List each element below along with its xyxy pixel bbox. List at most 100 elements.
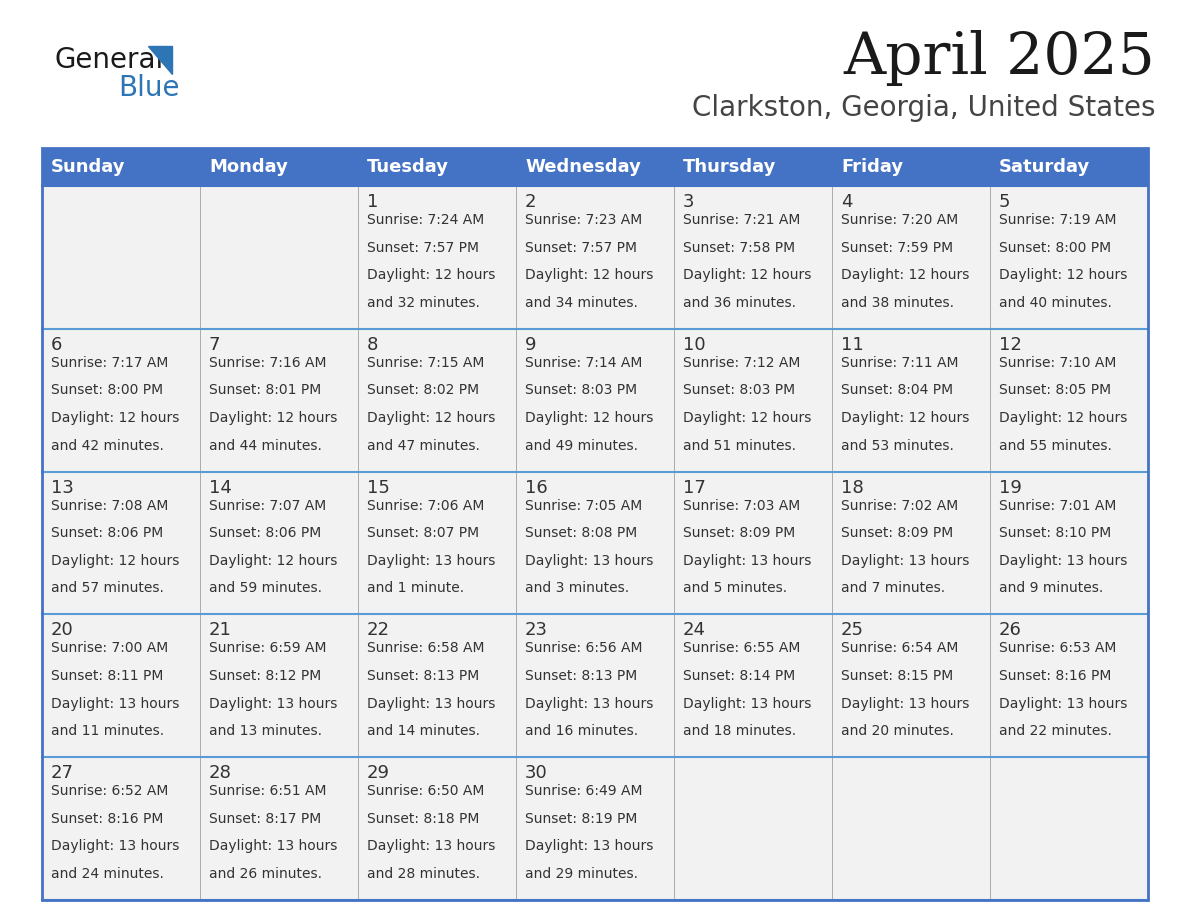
Text: Sunrise: 7:07 AM: Sunrise: 7:07 AM (209, 498, 327, 512)
Text: and 9 minutes.: and 9 minutes. (999, 581, 1104, 595)
Bar (42, 186, 1148, 329)
Text: April 2025: April 2025 (843, 30, 1155, 86)
Text: Sunset: 8:19 PM: Sunset: 8:19 PM (525, 812, 638, 826)
Text: 6: 6 (51, 336, 63, 353)
Text: Daylight: 12 hours: Daylight: 12 hours (841, 268, 969, 282)
Text: Daylight: 12 hours: Daylight: 12 hours (367, 411, 495, 425)
Text: Sunrise: 7:20 AM: Sunrise: 7:20 AM (841, 213, 959, 227)
Text: 15: 15 (367, 478, 390, 497)
Text: Sunset: 8:13 PM: Sunset: 8:13 PM (367, 669, 479, 683)
Text: Sunrise: 7:14 AM: Sunrise: 7:14 AM (525, 356, 643, 370)
Text: Sunset: 8:00 PM: Sunset: 8:00 PM (51, 384, 163, 397)
Text: Sunset: 8:08 PM: Sunset: 8:08 PM (525, 526, 637, 540)
Text: Sunrise: 7:11 AM: Sunrise: 7:11 AM (841, 356, 959, 370)
Text: Daylight: 13 hours: Daylight: 13 hours (841, 554, 969, 567)
Text: Sunrise: 7:08 AM: Sunrise: 7:08 AM (51, 498, 169, 512)
Text: Sunset: 8:12 PM: Sunset: 8:12 PM (209, 669, 321, 683)
Text: 3: 3 (683, 193, 695, 211)
Polygon shape (148, 46, 172, 74)
Text: Monday: Monday (209, 158, 287, 176)
Text: Saturday: Saturday (999, 158, 1091, 176)
Text: Daylight: 12 hours: Daylight: 12 hours (209, 411, 337, 425)
Text: and 44 minutes.: and 44 minutes. (209, 439, 322, 453)
Text: and 34 minutes.: and 34 minutes. (525, 296, 638, 309)
Text: Daylight: 12 hours: Daylight: 12 hours (999, 268, 1127, 282)
Text: 1: 1 (367, 193, 378, 211)
Text: and 38 minutes.: and 38 minutes. (841, 296, 954, 309)
Text: Sunset: 8:10 PM: Sunset: 8:10 PM (999, 526, 1111, 540)
Text: and 5 minutes.: and 5 minutes. (683, 581, 788, 595)
Text: Sunrise: 7:23 AM: Sunrise: 7:23 AM (525, 213, 643, 227)
Text: Sunset: 7:58 PM: Sunset: 7:58 PM (683, 241, 795, 254)
Text: and 7 minutes.: and 7 minutes. (841, 581, 946, 595)
Text: Sunrise: 6:50 AM: Sunrise: 6:50 AM (367, 784, 485, 798)
Text: Sunset: 8:07 PM: Sunset: 8:07 PM (367, 526, 479, 540)
Text: Daylight: 13 hours: Daylight: 13 hours (999, 554, 1127, 567)
Text: Sunset: 8:13 PM: Sunset: 8:13 PM (525, 669, 637, 683)
Text: Sunset: 8:03 PM: Sunset: 8:03 PM (525, 384, 637, 397)
Text: Sunrise: 6:52 AM: Sunrise: 6:52 AM (51, 784, 169, 798)
Text: Sunrise: 7:10 AM: Sunrise: 7:10 AM (999, 356, 1117, 370)
Bar (42, 757, 1148, 900)
Text: and 3 minutes.: and 3 minutes. (525, 581, 630, 595)
Text: Daylight: 12 hours: Daylight: 12 hours (51, 554, 179, 567)
Text: Sunset: 8:06 PM: Sunset: 8:06 PM (209, 526, 321, 540)
Text: Daylight: 13 hours: Daylight: 13 hours (367, 839, 495, 854)
Text: Friday: Friday (841, 158, 903, 176)
Text: Sunset: 8:05 PM: Sunset: 8:05 PM (999, 384, 1111, 397)
Text: Daylight: 12 hours: Daylight: 12 hours (999, 411, 1127, 425)
Text: Daylight: 13 hours: Daylight: 13 hours (525, 697, 653, 711)
Text: Sunrise: 6:56 AM: Sunrise: 6:56 AM (525, 642, 643, 655)
Text: Sunset: 8:11 PM: Sunset: 8:11 PM (51, 669, 164, 683)
Text: 27: 27 (51, 764, 74, 782)
Text: Blue: Blue (118, 74, 179, 102)
Text: and 18 minutes.: and 18 minutes. (683, 724, 796, 738)
Text: Sunset: 8:14 PM: Sunset: 8:14 PM (683, 669, 795, 683)
Bar (42, 148, 1148, 900)
Text: and 42 minutes.: and 42 minutes. (51, 439, 164, 453)
Text: and 11 minutes.: and 11 minutes. (51, 724, 164, 738)
Text: 29: 29 (367, 764, 390, 782)
Text: Sunset: 8:02 PM: Sunset: 8:02 PM (367, 384, 479, 397)
Text: Sunset: 8:18 PM: Sunset: 8:18 PM (367, 812, 480, 826)
Text: Daylight: 12 hours: Daylight: 12 hours (367, 268, 495, 282)
Text: 10: 10 (683, 336, 706, 353)
Text: Sunrise: 6:59 AM: Sunrise: 6:59 AM (209, 642, 327, 655)
Text: 30: 30 (525, 764, 548, 782)
Text: 7: 7 (209, 336, 221, 353)
Text: and 53 minutes.: and 53 minutes. (841, 439, 954, 453)
Text: Daylight: 13 hours: Daylight: 13 hours (367, 554, 495, 567)
Text: 18: 18 (841, 478, 864, 497)
Text: Sunrise: 7:02 AM: Sunrise: 7:02 AM (841, 498, 959, 512)
Text: 11: 11 (841, 336, 864, 353)
Text: Sunset: 8:15 PM: Sunset: 8:15 PM (841, 669, 953, 683)
Text: 19: 19 (999, 478, 1022, 497)
Text: Sunset: 8:17 PM: Sunset: 8:17 PM (209, 812, 321, 826)
Text: 26: 26 (999, 621, 1022, 640)
Text: 20: 20 (51, 621, 74, 640)
Text: 28: 28 (209, 764, 232, 782)
Text: 8: 8 (367, 336, 378, 353)
Text: Sunset: 8:09 PM: Sunset: 8:09 PM (683, 526, 795, 540)
Text: Sunset: 7:57 PM: Sunset: 7:57 PM (525, 241, 637, 254)
Text: Daylight: 13 hours: Daylight: 13 hours (525, 554, 653, 567)
Text: Daylight: 13 hours: Daylight: 13 hours (525, 839, 653, 854)
Text: and 24 minutes.: and 24 minutes. (51, 867, 164, 881)
Text: and 57 minutes.: and 57 minutes. (51, 581, 164, 595)
Text: and 22 minutes.: and 22 minutes. (999, 724, 1112, 738)
Text: Sunrise: 7:05 AM: Sunrise: 7:05 AM (525, 498, 643, 512)
Text: Sunrise: 7:17 AM: Sunrise: 7:17 AM (51, 356, 169, 370)
Text: and 16 minutes.: and 16 minutes. (525, 724, 638, 738)
Text: Sunrise: 6:53 AM: Sunrise: 6:53 AM (999, 642, 1117, 655)
Text: 9: 9 (525, 336, 537, 353)
Text: Sunset: 8:04 PM: Sunset: 8:04 PM (841, 384, 953, 397)
Text: Thursday: Thursday (683, 158, 777, 176)
Text: Clarkston, Georgia, United States: Clarkston, Georgia, United States (691, 94, 1155, 122)
Text: 14: 14 (209, 478, 232, 497)
Text: Sunset: 8:03 PM: Sunset: 8:03 PM (683, 384, 795, 397)
Text: Daylight: 13 hours: Daylight: 13 hours (999, 697, 1127, 711)
Text: Sunset: 8:16 PM: Sunset: 8:16 PM (999, 669, 1112, 683)
Text: Sunrise: 7:01 AM: Sunrise: 7:01 AM (999, 498, 1117, 512)
Text: Sunrise: 7:16 AM: Sunrise: 7:16 AM (209, 356, 327, 370)
Text: Daylight: 13 hours: Daylight: 13 hours (367, 697, 495, 711)
